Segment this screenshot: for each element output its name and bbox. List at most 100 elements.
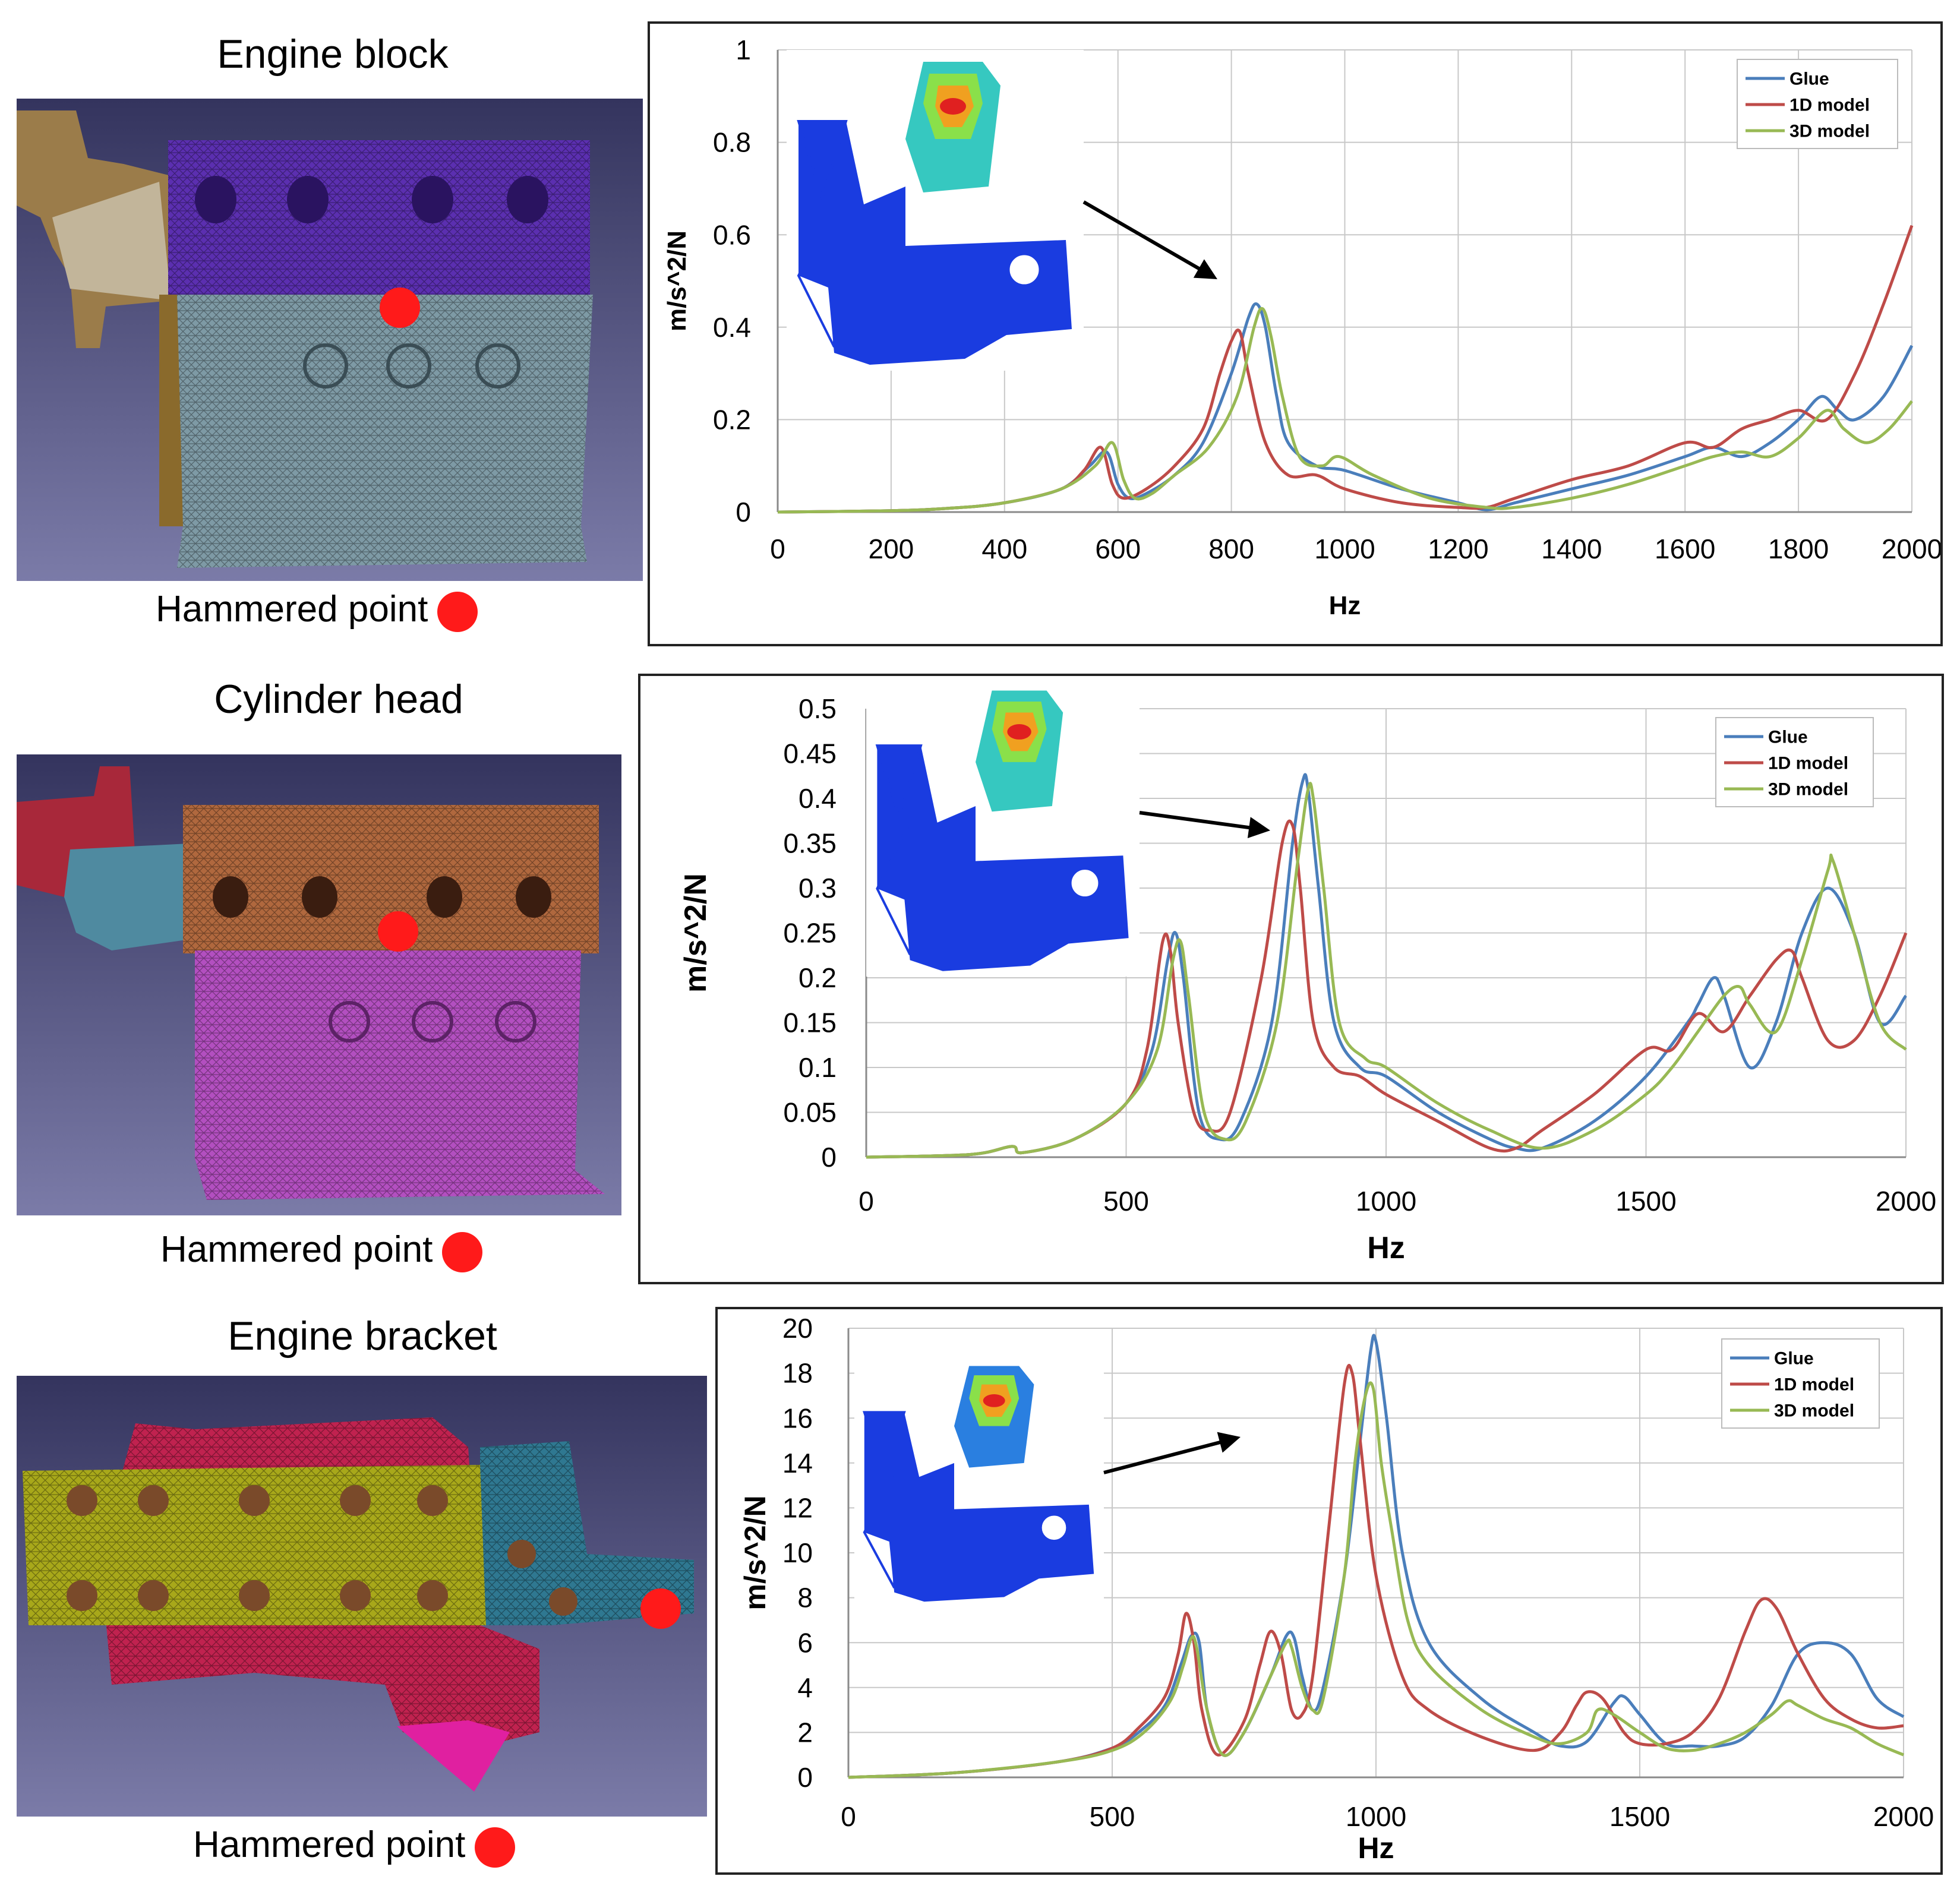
x-tick-label: 1000: [1314, 533, 1375, 564]
y-tick-label: 8: [797, 1583, 813, 1613]
red-dot-icon: [475, 1827, 516, 1868]
y-tick-label: 18: [782, 1358, 813, 1389]
caption-text: Hammered point: [160, 1229, 433, 1270]
x-tick-label: 400: [981, 533, 1027, 564]
series-line-3d-model: [866, 782, 1907, 1159]
row-title-cylinder-head: Cylinder head: [214, 677, 463, 722]
frf-chart-engine-bracket: 0 2 4 6 8 10 12 14 16 18 20 0 500 1000 1500 2000 Hz m/s^2…: [738, 1313, 1934, 1865]
x-tick-label: 1400: [1541, 533, 1602, 564]
x-axis-label: Hz: [1358, 1831, 1394, 1865]
y-tick-label: 0.05: [783, 1097, 837, 1128]
x-axis-label: Hz: [1367, 1231, 1405, 1265]
inset-hotspot-peak: [1007, 724, 1031, 740]
chart-cylinder-head: 0 0.05 0.1 0.15 0.2 0.25 0.3 0.35 0.4 0.45 0.5 0 500…: [638, 674, 1944, 1284]
y-axis-label: m/s^2/N: [738, 1495, 772, 1610]
inset-body: [798, 121, 1072, 365]
legend-label: 1D model: [1774, 1375, 1854, 1395]
legend-label: 1D model: [1789, 96, 1870, 115]
caption-text: Hammered point: [193, 1824, 466, 1865]
fe-mesh-render-icon: [17, 99, 643, 581]
legend-label: 1D model: [1768, 754, 1848, 773]
pointer-arrow: [1103, 1438, 1231, 1474]
inset-body: [877, 746, 1129, 971]
pointer-arrow-head: [1247, 817, 1270, 838]
frf-chart-engine-block: 0 0.2 0.4 0.6 0.8 1 0 200 400 600 800 1000 1200 1400 1…: [662, 34, 1942, 620]
x-tick-label: 500: [1090, 1801, 1135, 1832]
x-tick-label: 1000: [1346, 1801, 1406, 1832]
legend-label: 3D model: [1789, 122, 1870, 141]
legend-label: 3D model: [1774, 1401, 1854, 1421]
mode-shape-inset-icon: [866, 680, 1140, 977]
y-tick-label: 0: [736, 497, 751, 528]
inset-hotspot-peak: [940, 98, 966, 115]
legend-label: 3D model: [1768, 780, 1848, 800]
caption-text: Hammered point: [156, 589, 428, 630]
pointer-arrow: [1082, 200, 1209, 276]
chart-engine-bracket: 0 2 4 6 8 10 12 14 16 18 20 0 500 1000 1500 2000 Hz m/s^2…: [715, 1307, 1943, 1875]
y-tick-label: 0.2: [798, 962, 837, 993]
inset-truss: [797, 204, 835, 348]
engine-bracket-mesh-render: [17, 1376, 707, 1817]
x-tick-label: 1600: [1655, 533, 1715, 564]
inset-truss: [876, 822, 911, 955]
fe-mesh-render-icon: [17, 1376, 707, 1817]
engine-block-mesh-render: [17, 99, 643, 581]
y-tick-label: 2: [797, 1717, 813, 1748]
legend-label: Glue: [1789, 70, 1829, 89]
inset-truss: [797, 120, 848, 203]
y-tick-label: 0.6: [713, 219, 751, 250]
pointer-arrow: [1139, 811, 1260, 831]
legend: Glue 1D model 3D model: [1721, 1338, 1880, 1429]
y-tick-label: 0.15: [783, 1007, 837, 1038]
inset-hole: [1008, 253, 1041, 286]
inset-truss: [863, 1476, 896, 1588]
x-tick-label: 1000: [1356, 1186, 1416, 1217]
y-tick-label: 16: [782, 1403, 813, 1433]
red-dot-icon: [437, 591, 478, 632]
x-tick-label: 1800: [1768, 533, 1829, 564]
caption-engine-block: Hammered point: [156, 588, 478, 632]
row-title-engine-block: Engine block: [217, 31, 449, 77]
x-tick-label: 2000: [1882, 533, 1940, 564]
chart-engine-block: 0 0.2 0.4 0.6 0.8 1 0 200 400 600 800 1000 1200 1400 1…: [648, 21, 1943, 646]
y-tick-label: 0.4: [713, 312, 751, 343]
inset-body: [864, 1412, 1094, 1602]
x-tick-label: 0: [770, 533, 785, 564]
legend: Glue 1D model 3D model: [1715, 717, 1874, 807]
y-tick-label: 14: [782, 1448, 813, 1479]
y-tick-label: 20: [782, 1313, 813, 1344]
series-line-1d-model: [866, 819, 1908, 1159]
y-tick-label: 0.5: [798, 693, 837, 724]
x-tick-label: 1500: [1609, 1801, 1670, 1832]
caption-engine-bracket: Hammered point: [193, 1824, 516, 1868]
y-axis-label: m/s^2/N: [662, 230, 692, 331]
y-tick-label: 12: [782, 1493, 813, 1524]
y-tick-label: 4: [797, 1672, 813, 1703]
x-tick-label: 1200: [1428, 533, 1488, 564]
pointer-arrow-head: [1193, 259, 1217, 279]
x-tick-label: 500: [1103, 1186, 1149, 1217]
series-line-1d-model: [777, 225, 1914, 514]
y-tick-label: 1: [736, 34, 751, 65]
y-tick-label: 6: [797, 1627, 813, 1658]
series-line-3d-model: [777, 307, 1913, 514]
caption-cylinder-head: Hammered point: [160, 1228, 483, 1272]
x-tick-label: 600: [1095, 533, 1141, 564]
y-tick-label: 0.4: [798, 783, 837, 814]
x-tick-label: 2000: [1873, 1801, 1934, 1832]
series-line-glue: [866, 773, 1908, 1159]
series-line-3d-model: [848, 1381, 1904, 1779]
x-tick-label: 800: [1208, 533, 1254, 564]
x-axis-label: Hz: [1329, 591, 1361, 620]
legend-label: Glue: [1768, 728, 1808, 747]
y-tick-label: 0.8: [713, 127, 751, 158]
pointer-arrow-head: [1217, 1432, 1241, 1453]
fe-mesh-render-icon: [17, 754, 621, 1215]
frf-chart-cylinder-head: 0 0.05 0.1 0.15 0.2 0.25 0.3 0.35 0.4 0.45 0.5 0 500…: [678, 680, 1936, 1265]
y-tick-label: 0.2: [713, 405, 751, 435]
inset-truss: [863, 1411, 906, 1476]
row-title-engine-bracket: Engine bracket: [228, 1313, 497, 1359]
inset-truss: [875, 744, 923, 822]
x-tick-label: 2000: [1876, 1186, 1936, 1217]
y-tick-label: 0: [821, 1142, 837, 1173]
